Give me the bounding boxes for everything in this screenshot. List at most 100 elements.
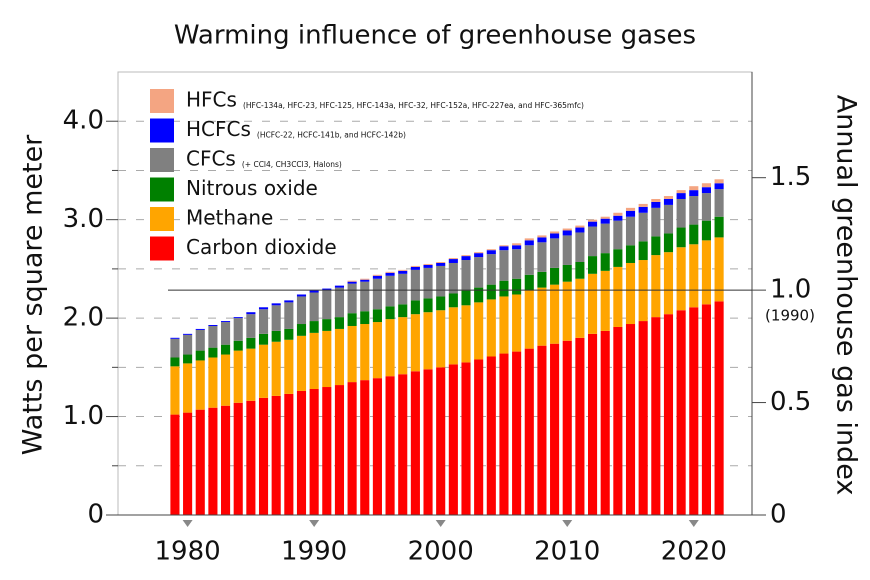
bar-segment: [347, 283, 357, 314]
bar-segment: [587, 221, 598, 227]
bar-segment: [436, 310, 446, 368]
bar-segment: [575, 278, 585, 338]
bar-segment: [486, 356, 496, 515]
bar-segment: [170, 338, 180, 358]
bar-segment: [372, 274, 382, 276]
bar-segment: [195, 360, 205, 410]
bar-segment: [271, 305, 281, 331]
bar-segment: [575, 337, 585, 515]
bar-segment: [271, 395, 281, 515]
bar-segment: [562, 340, 572, 515]
bar-segment: [625, 216, 636, 246]
bar-segment: [474, 302, 484, 360]
bar-segment: [246, 314, 256, 338]
bar-segment: [638, 241, 648, 261]
legend-swatch: [150, 89, 174, 113]
bar-segment: [701, 193, 711, 221]
bar-segment: [271, 303, 281, 306]
bar-segment: [600, 330, 610, 515]
bar-segment: [334, 285, 345, 288]
bar-segment: [258, 309, 269, 334]
bar-segment: [334, 317, 345, 329]
bar-segment: [436, 261, 446, 263]
bar-segment: [474, 359, 484, 515]
bar-segment: [221, 322, 231, 345]
bar-segment: [258, 397, 269, 515]
bar-segment: [562, 264, 572, 282]
bar-segment: [499, 245, 509, 247]
bar-segment: [550, 231, 560, 234]
legend-detail: (HCFC-22, HCFC-141b, and HCFC-142b): [257, 131, 406, 140]
bar-segment: [410, 269, 420, 301]
legend-detail: (HFC-134a, HFC-23, HFC-125, HFC-143a, HF…: [243, 101, 584, 110]
bar-segment: [474, 287, 484, 303]
legend-swatch: [150, 236, 174, 261]
bar-segment: [701, 240, 711, 305]
bar-segment: [499, 353, 509, 515]
y-tick-label: 0: [87, 500, 104, 530]
bar-segment: [663, 252, 674, 315]
bar-segment: [499, 246, 509, 251]
bar-segment: [524, 245, 534, 275]
bar-segment: [398, 270, 408, 274]
legend-label: CFCs: [186, 147, 236, 171]
bar-segment: [600, 218, 610, 224]
bar-segment: [423, 312, 433, 370]
bar-segment: [461, 290, 471, 306]
bar-segment: [537, 242, 547, 272]
bar-segment: [360, 380, 370, 515]
bar-segment: [221, 354, 231, 406]
bar-segment: [233, 350, 243, 403]
bar-segment: [676, 198, 686, 228]
bar-segment: [512, 249, 522, 279]
bar-segment: [461, 255, 471, 257]
bar-segment: [296, 294, 307, 297]
bar-segment: [347, 280, 357, 282]
bar-segment: [587, 333, 598, 515]
bar-segment: [486, 250, 496, 255]
bar-segment: [334, 287, 345, 318]
bar-segment: [436, 265, 446, 297]
bar-segment: [486, 299, 496, 357]
bar-segment: [170, 366, 180, 415]
legend-label: Methane: [186, 206, 273, 230]
bar-segment: [550, 267, 560, 285]
bar-segment: [512, 245, 522, 250]
bar-segment: [322, 330, 332, 388]
bar-segment: [550, 233, 560, 239]
bar-segment: [258, 333, 269, 345]
y-tick-label: 4.0: [63, 106, 104, 136]
x-tick: [435, 520, 446, 527]
bar-segment: [385, 275, 395, 307]
bar-segment: [372, 378, 382, 515]
bar-segment: [347, 325, 357, 383]
bar-segment: [423, 267, 433, 299]
bar-segment: [701, 183, 711, 188]
bar-segment: [663, 314, 674, 515]
x-tick: [309, 520, 320, 527]
bar-segment: [385, 376, 395, 515]
bar-segment: [550, 284, 560, 344]
bar-segment: [613, 326, 623, 515]
bar-segment: [676, 190, 686, 194]
bar-segment: [625, 324, 636, 515]
y2-tick-label: 0.5: [770, 387, 811, 417]
bar-segment: [183, 334, 193, 355]
bar-segment: [625, 262, 636, 325]
bar-segment: [372, 309, 382, 323]
bar-segment: [423, 263, 433, 265]
bar-segment: [208, 357, 218, 408]
bar-segment: [651, 236, 661, 256]
bar-segment: [550, 238, 560, 268]
bar-segment: [398, 269, 408, 271]
bar-segment: [309, 388, 319, 515]
bar-segment: [587, 226, 598, 257]
bar-segment: [360, 279, 370, 282]
bar-segment: [360, 311, 370, 325]
bar-segment: [474, 253, 484, 258]
bar-segment: [233, 318, 243, 341]
legend-swatch: [150, 118, 174, 143]
bar-segment: [562, 228, 572, 231]
x-tick: [562, 520, 573, 527]
